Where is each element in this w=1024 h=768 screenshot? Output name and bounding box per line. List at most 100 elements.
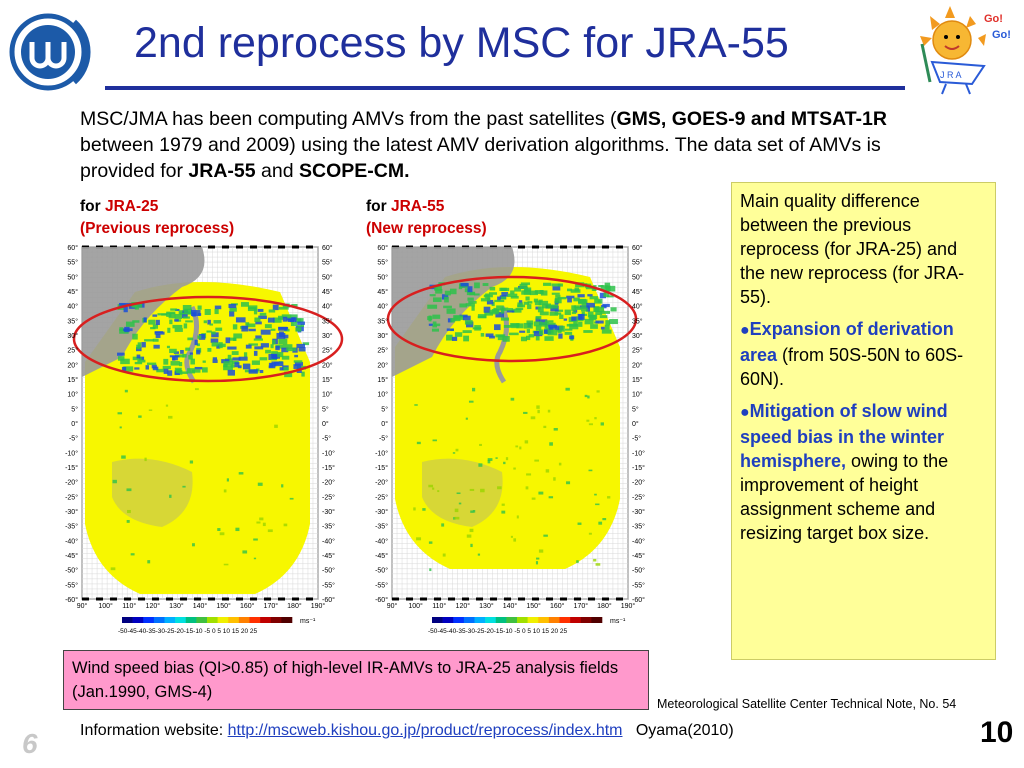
intro-text-1: MSC/JMA has been computing AMVs from the… [80, 108, 617, 130]
lon-label: 90° [77, 602, 88, 610]
lon-label: 120° [146, 602, 161, 610]
colorbar [432, 617, 603, 623]
lat-label-left: -55° [65, 581, 78, 589]
land-australia [112, 458, 193, 527]
lat-label-right: 15° [632, 376, 643, 384]
lat-label-left: 50° [377, 273, 388, 281]
intro-bold-jra55: JRA-55 [188, 160, 256, 182]
lat-label-left: -45° [65, 552, 78, 560]
lat-label-left: -60° [65, 596, 78, 604]
bullet-dot-icon: ● [740, 404, 750, 421]
lat-label-left: -60° [375, 596, 388, 604]
lat-label-right: -40° [322, 537, 335, 545]
lat-label-left: -15° [375, 464, 388, 472]
lat-label-left: 5° [381, 405, 388, 413]
slide-title: 2nd reprocess by MSC for JRA-55 [134, 19, 789, 67]
lat-label-right: 25° [632, 347, 643, 355]
lon-label: 100° [408, 602, 423, 610]
sun-mascot-icon: J R A Go! Go! [920, 6, 1011, 95]
lat-label-left: 55° [377, 259, 388, 267]
lat-label-right: 35° [322, 317, 333, 325]
lat-label-right: -60° [632, 596, 645, 604]
lat-label-left: -10° [375, 449, 388, 457]
lat-label-left: -45° [375, 552, 388, 560]
lat-label-left: -5° [69, 435, 78, 443]
lat-label-right: 20° [322, 361, 333, 369]
quality-difference-box: Main quality difference between the prev… [731, 182, 996, 660]
lat-label-left: -5° [379, 435, 388, 443]
lat-label-right: 20° [632, 361, 643, 369]
lat-label-right: 55° [322, 259, 333, 267]
lat-label-left: 45° [377, 288, 388, 296]
lon-label: 140° [193, 602, 208, 610]
lat-label-right: 0° [322, 420, 329, 428]
intro-text-2: between 1979 and 2009) using the latest … [80, 134, 881, 182]
lat-label-left: 60° [377, 244, 388, 252]
info-label: Information website: [80, 722, 228, 739]
bullet-1-rest: (from 50S-50N to 60S-60N). [740, 345, 964, 389]
caption-for: for [366, 198, 391, 215]
lon-label: 180° [287, 602, 302, 610]
lat-label-left: -35° [375, 523, 388, 531]
lat-label-right: -15° [632, 464, 645, 472]
lat-label-left: 30° [377, 332, 388, 340]
lon-label: 130° [169, 602, 184, 610]
lat-label-left: -30° [65, 508, 78, 516]
lon-label: 150° [526, 602, 541, 610]
lat-label-right: 60° [322, 244, 333, 252]
wind-bias-map-jra55: 60° 55° 50° 45° 40° 35° 30° 25° 20° 15° 10° 5° 0° -5°… [375, 244, 645, 635]
lat-label-right: 45° [632, 288, 643, 296]
bullet-1-bold: Expansion of derivation area [740, 319, 954, 365]
lat-label-left: -25° [65, 493, 78, 501]
lon-label: 130° [479, 602, 494, 610]
map-caption-box: Wind speed bias (QI>0.85) of high-level … [63, 650, 649, 710]
lon-label: 160° [240, 602, 255, 610]
lat-label-right: 60° [632, 244, 643, 252]
lat-label-left: -15° [65, 464, 78, 472]
lat-label-right: -55° [632, 581, 645, 589]
lat-label-right: -25° [632, 493, 645, 501]
lat-label-right: 0° [632, 420, 639, 428]
colorbar-unit: ms⁻¹ [610, 618, 626, 625]
lat-label-left: -40° [375, 537, 388, 545]
lon-label: 110° [122, 602, 136, 610]
lat-label-right: 25° [322, 347, 333, 355]
bullet-2-bold: Mitigation of slow wind speed bias in th… [740, 401, 948, 471]
lat-label-right: 5° [632, 405, 639, 413]
wind-bias-band [427, 282, 618, 342]
lat-label-right: -10° [322, 449, 335, 457]
lat-label-right: 45° [322, 288, 333, 296]
lat-label-right: -35° [632, 523, 645, 531]
colorbar [122, 617, 293, 623]
lat-label-right: 55° [632, 259, 643, 267]
lat-label-left: 40° [377, 303, 388, 311]
lat-label-left: 50° [67, 273, 78, 281]
lat-label-left: -55° [375, 581, 388, 589]
colorbar-unit: ms⁻¹ [300, 618, 316, 625]
lat-label-left: 25° [67, 347, 78, 355]
lon-label: 170° [264, 602, 279, 610]
reprocess-website-link[interactable]: http://mscweb.kishou.go.jp/product/repro… [227, 722, 623, 739]
lat-label-right: 5° [322, 405, 329, 413]
lon-label: 190° [621, 602, 636, 610]
lat-label-right: 10° [322, 391, 333, 399]
lon-label: 90° [387, 602, 398, 610]
lat-label-right: -55° [322, 581, 335, 589]
lat-label-left: 45° [67, 288, 78, 296]
lat-label-right: 30° [322, 332, 333, 340]
lat-label-left: 15° [67, 376, 78, 384]
intro-bold-scopecm: SCOPE-CM. [298, 160, 410, 182]
lat-label-left: 15° [377, 376, 388, 384]
lat-label-left: 30° [67, 332, 78, 340]
wind-bias-band [117, 302, 310, 378]
lat-label-right: -5° [322, 435, 331, 443]
panel-caption-jra25: for JRA-25 (Previous reprocess) [80, 196, 234, 240]
lat-label-left: 60° [67, 244, 78, 252]
lat-label-right: 30° [632, 332, 643, 340]
lat-label-left: 35° [377, 317, 388, 325]
lat-label-right: 40° [632, 303, 643, 311]
title-underline [105, 86, 905, 90]
lat-label-right: -10° [632, 449, 645, 457]
lon-label: 100° [98, 602, 113, 610]
slide-number-left: 6 [22, 728, 38, 759]
